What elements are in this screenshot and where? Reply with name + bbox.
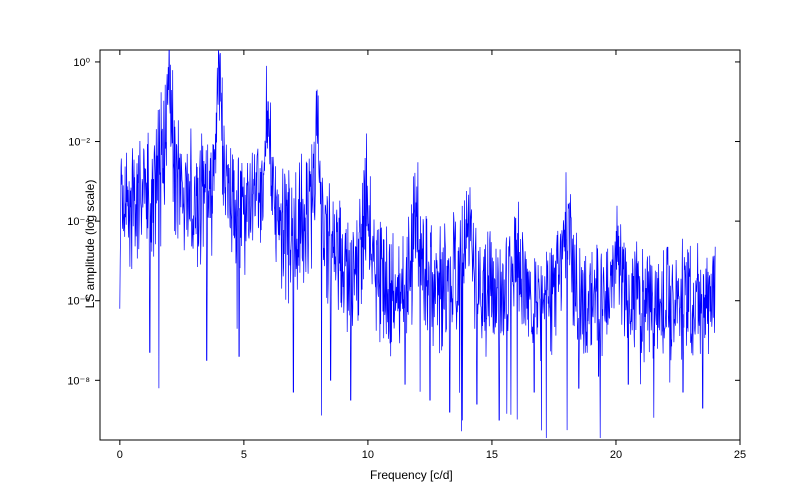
svg-text:5: 5 (241, 449, 247, 461)
svg-text:25: 25 (734, 449, 746, 461)
svg-text:10⁻⁸: 10⁻⁸ (67, 375, 90, 387)
svg-text:0: 0 (117, 449, 123, 461)
periodogram-chart: 051015202510⁻⁸10⁻⁶10⁻⁴10⁻²10⁰ Frequency … (0, 0, 800, 500)
svg-text:10⁻²: 10⁻² (68, 137, 90, 149)
y-axis-label: LS amplitude (log scale) (83, 164, 97, 324)
svg-text:10⁰: 10⁰ (73, 57, 90, 69)
svg-text:10: 10 (362, 449, 374, 461)
spectrum-line (120, 50, 715, 438)
x-axis-label: Frequency [c/d] (370, 468, 453, 482)
chart-svg: 051015202510⁻⁸10⁻⁶10⁻⁴10⁻²10⁰ (0, 0, 800, 500)
svg-text:15: 15 (486, 449, 498, 461)
svg-text:20: 20 (610, 449, 622, 461)
